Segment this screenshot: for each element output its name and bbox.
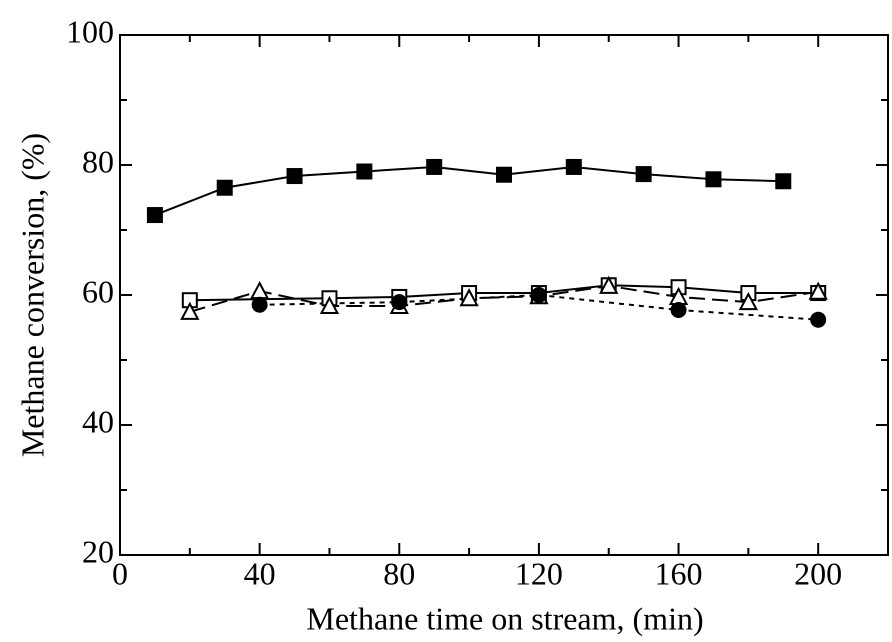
x-tick-label: 120 [515, 555, 563, 591]
data-point [459, 288, 479, 307]
plot-frame [119, 34, 889, 556]
data-point [391, 294, 408, 311]
data-point [565, 158, 582, 175]
data-point [319, 295, 340, 315]
x-tick-label: 160 [655, 555, 703, 591]
y-tick-label: 60 [82, 273, 114, 309]
data-point [738, 292, 759, 311]
data-point [530, 287, 547, 303]
data-point [810, 311, 827, 328]
x-tick-label: 40 [244, 555, 276, 591]
data-point [705, 171, 722, 188]
data-point [251, 296, 268, 313]
data-point [426, 158, 443, 175]
y-tick-label: 80 [82, 143, 114, 179]
data-point [496, 166, 512, 183]
data-point [356, 163, 373, 180]
data-point [808, 281, 828, 300]
x-tick-label: 80 [383, 555, 415, 591]
data-point [180, 301, 200, 320]
data-point [775, 173, 792, 190]
data-point [216, 179, 233, 196]
data-point [635, 166, 652, 183]
series-line [189, 284, 819, 302]
y-axis-title: Methane conversion, (%) [14, 133, 50, 457]
x-axis-title: Methane time on stream, (min) [306, 600, 703, 636]
series-line [259, 293, 819, 321]
series-line [154, 165, 784, 216]
y-tick-label: 100 [66, 13, 114, 49]
data-point [599, 275, 619, 294]
data-point [146, 207, 163, 224]
x-tick-label: 200 [794, 555, 842, 591]
y-tick-label: 40 [82, 403, 114, 439]
data-point [249, 280, 270, 300]
x-tick-label: 0 [112, 555, 128, 591]
data-point [286, 168, 303, 185]
data-point [670, 301, 687, 318]
series-line [189, 284, 819, 313]
y-tick-label: 20 [82, 533, 114, 569]
